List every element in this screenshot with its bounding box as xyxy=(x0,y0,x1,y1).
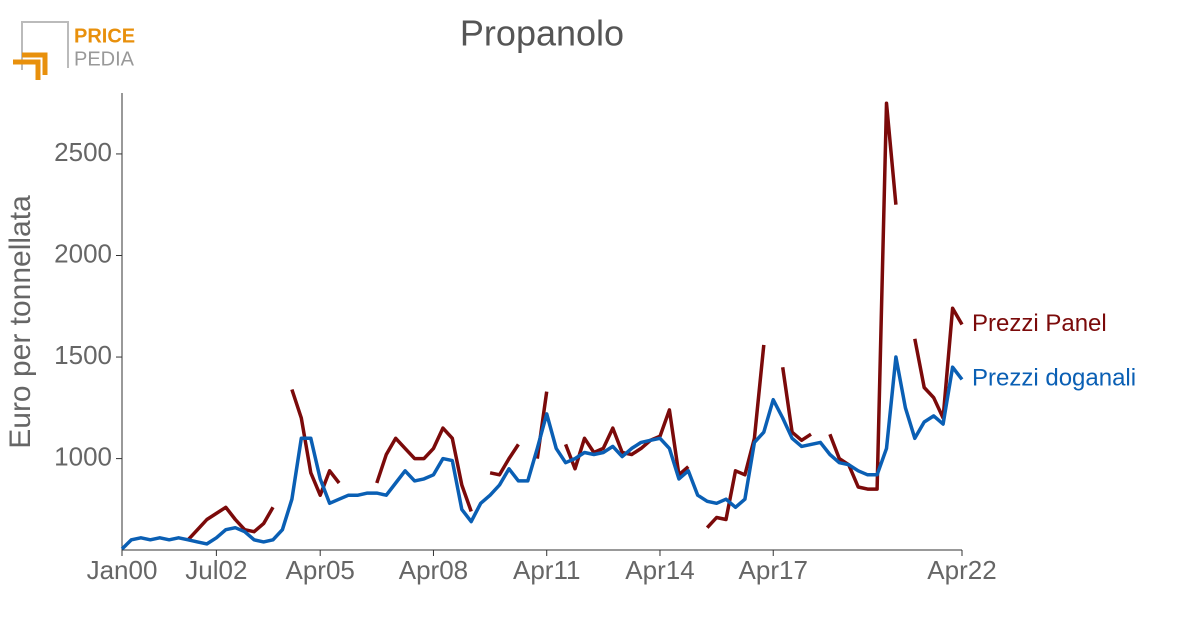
logo-mark xyxy=(13,52,48,80)
x-tick-label: Apr22 xyxy=(927,555,996,585)
y-axis-label: Euro per tonnellata xyxy=(4,195,37,449)
y-tick-label: 2000 xyxy=(54,238,112,268)
legend-label: Prezzi Panel xyxy=(972,310,1107,337)
x-tick-label: Jan00 xyxy=(87,555,158,585)
y-tick-label: 1000 xyxy=(54,441,112,471)
series-line xyxy=(120,355,964,551)
x-tick-label: Apr11 xyxy=(513,555,580,585)
y-tick-label: 1500 xyxy=(54,340,112,370)
logo-top: PRICE xyxy=(74,25,135,47)
logo-frame xyxy=(21,21,69,70)
x-tick-label: Apr17 xyxy=(739,555,808,585)
series-line xyxy=(186,101,964,541)
logo: PRICE PEDIA xyxy=(13,21,135,80)
y-tick-label: 2500 xyxy=(54,137,112,167)
x-tick-label: Apr14 xyxy=(625,555,694,585)
logo-bottom: PEDIA xyxy=(74,48,135,70)
legend-label: Prezzi doganali xyxy=(972,365,1136,392)
chart-title: Propanolo xyxy=(460,13,624,54)
x-tick-label: Jul02 xyxy=(185,555,247,585)
x-tick-label: Apr08 xyxy=(399,555,468,585)
x-tick-label: Apr05 xyxy=(286,555,355,585)
